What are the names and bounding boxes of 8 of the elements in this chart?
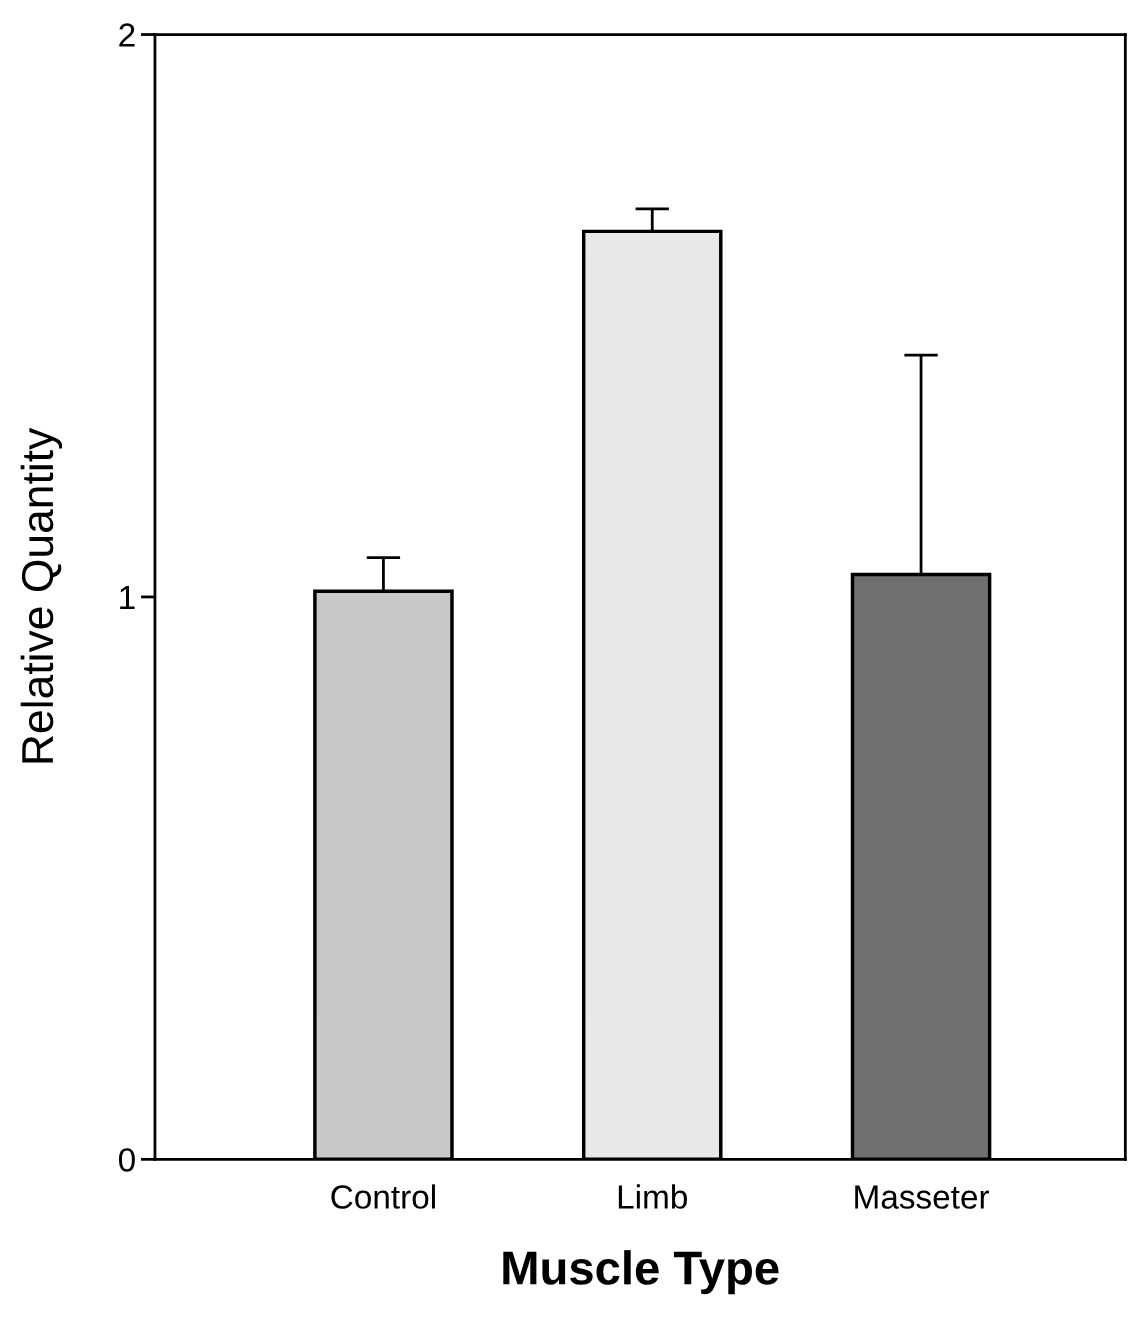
y-axis-title: Relative Quantity bbox=[20, 427, 63, 763]
y-tick-label: 1 bbox=[120, 586, 135, 610]
x-tick-label: Limb bbox=[618, 1184, 687, 1209]
y-tick-label: 2 bbox=[119, 23, 135, 47]
x-tick-label: Masseter bbox=[855, 1185, 990, 1209]
y-tick-label: 0 bbox=[118, 1148, 135, 1172]
x-tick-label: Control bbox=[331, 1184, 435, 1209]
x-axis-title: Muscle Type bbox=[503, 1250, 779, 1295]
